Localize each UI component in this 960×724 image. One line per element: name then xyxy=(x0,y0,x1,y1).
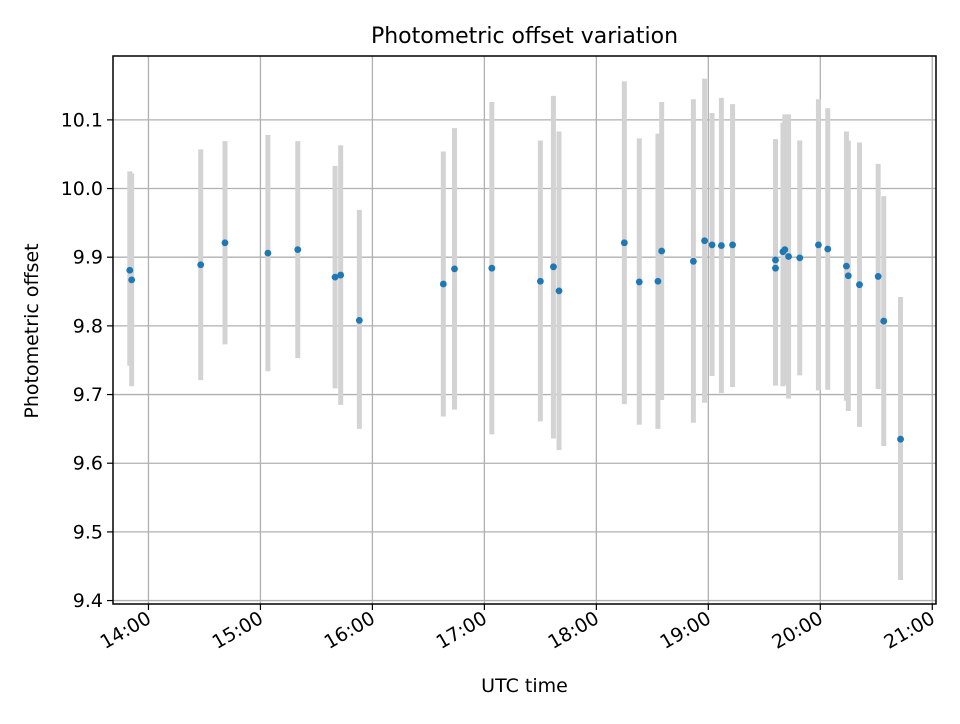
y-tick-label: 9.7 xyxy=(73,384,103,406)
data-point xyxy=(294,246,302,254)
data-point xyxy=(128,276,136,284)
point-layer xyxy=(126,237,904,443)
y-tick-label: 9.8 xyxy=(73,315,103,337)
data-point xyxy=(772,256,779,264)
grid-layer xyxy=(113,56,936,604)
x-axis-label: UTC time xyxy=(481,675,568,697)
data-point xyxy=(439,280,447,288)
data-point xyxy=(880,317,888,325)
data-point xyxy=(708,241,716,249)
data-point xyxy=(355,316,363,324)
y-tick-label: 10.1 xyxy=(61,109,103,131)
data-point xyxy=(264,249,272,257)
plot-frame xyxy=(112,55,937,605)
data-point xyxy=(536,277,544,285)
y-tick-label: 9.9 xyxy=(73,247,103,269)
y-tick-label: 9.4 xyxy=(73,590,103,612)
data-point xyxy=(550,263,557,271)
data-point xyxy=(337,271,345,279)
y-tick-label: 10.0 xyxy=(61,178,103,200)
data-point xyxy=(844,272,852,280)
data-point xyxy=(815,241,822,249)
data-point xyxy=(126,266,134,274)
data-point xyxy=(717,242,725,249)
data-point xyxy=(635,278,643,286)
data-point xyxy=(856,281,863,289)
data-point xyxy=(897,435,904,443)
data-point xyxy=(772,264,779,272)
data-point xyxy=(689,257,697,265)
y-tick-label: 9.5 xyxy=(73,521,103,543)
y-axis-label: Photometric offset xyxy=(21,243,43,418)
data-point xyxy=(843,262,850,270)
y-tick-label: 9.6 xyxy=(73,453,103,475)
data-point xyxy=(555,287,563,295)
data-point xyxy=(701,237,708,245)
data-point xyxy=(331,273,339,281)
data-point xyxy=(729,241,736,249)
data-point xyxy=(654,277,662,285)
chart-title: Photometric offset variation xyxy=(371,24,678,49)
data-point xyxy=(796,254,804,262)
data-point xyxy=(620,239,628,247)
data-point xyxy=(781,246,789,254)
data-point xyxy=(658,247,666,255)
data-point xyxy=(197,261,205,269)
data-point xyxy=(824,245,832,253)
data-point xyxy=(451,265,458,273)
data-point xyxy=(221,239,229,247)
data-point xyxy=(785,253,792,260)
data-point xyxy=(874,273,882,280)
data-point xyxy=(488,264,496,272)
